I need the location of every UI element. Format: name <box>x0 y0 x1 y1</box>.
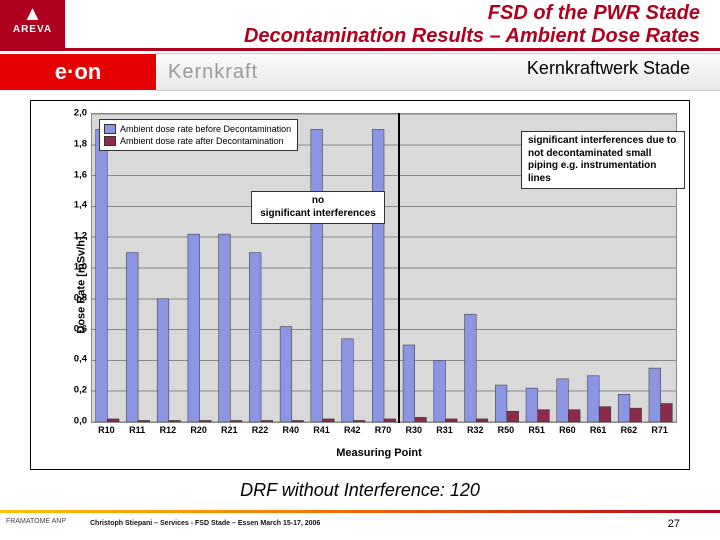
slide-title-line1: FSD of the PWR Stade <box>488 2 700 24</box>
legend-label-before: Ambient dose rate before Decontamination <box>120 123 291 135</box>
y-tick-label: 1,6 <box>74 169 87 180</box>
x-tick-label: R71 <box>651 425 668 435</box>
y-tick-label: 0,4 <box>74 354 87 365</box>
drf-caption: DRF without Interference: 120 <box>0 480 720 501</box>
x-axis-title: Measuring Point <box>89 447 669 459</box>
x-tick-label: R12 <box>160 425 177 435</box>
areva-wordmark: AREVA <box>0 24 65 35</box>
chart-legend: Ambient dose rate before Decontamination… <box>99 119 298 151</box>
x-tick-label: R30 <box>405 425 422 435</box>
x-tick-label: R21 <box>221 425 238 435</box>
legend-swatch-after <box>104 136 116 146</box>
legend-label-after: Ambient dose rate after Decontamination <box>120 135 284 147</box>
x-tick-label: R31 <box>436 425 453 435</box>
areva-logo: ▲ AREVA <box>0 0 65 48</box>
y-tick-label: 0,8 <box>74 292 87 303</box>
y-tick-label: 0,6 <box>74 323 87 334</box>
title-underline <box>0 48 720 51</box>
slide-title: FSD of the PWR Stade Decontamination Res… <box>80 2 700 48</box>
footer-page-number: 27 <box>668 518 680 530</box>
y-tick-label: 0,2 <box>74 385 87 396</box>
legend-row-after: Ambient dose rate after Decontamination <box>104 135 291 147</box>
x-tick-label: R60 <box>559 425 576 435</box>
x-tick-label: R40 <box>283 425 300 435</box>
x-tick-label: R32 <box>467 425 484 435</box>
footer-gradient-rule <box>0 510 720 513</box>
y-tick-label: 1,4 <box>74 200 87 211</box>
x-tick-label: R61 <box>590 425 607 435</box>
y-tick-label: 1,8 <box>74 138 87 149</box>
slide-root: ▲ AREVA FSD of the PWR Stade Decontamina… <box>0 0 720 540</box>
footer-mid: Christoph Stiepani – Services - FSD Stad… <box>90 520 320 527</box>
x-tick-label: R42 <box>344 425 361 435</box>
x-tick-label: R50 <box>498 425 515 435</box>
y-tick-label: 1,0 <box>74 262 87 273</box>
y-tick-label: 0,0 <box>74 416 87 427</box>
y-tick-label: 1,2 <box>74 231 87 242</box>
slide-title-line2: Decontamination Results – Ambient Dose R… <box>244 25 700 47</box>
legend-swatch-before <box>104 124 116 134</box>
annotation-interference: significant interferences due to not dec… <box>521 131 685 189</box>
x-tick-label: R41 <box>313 425 330 435</box>
x-tick-labels: R10 R11 R12 R20 R21 R22 R40 R41 R42 R70 R30 R31 R32 R… <box>91 425 677 439</box>
x-tick-label: R10 <box>98 425 115 435</box>
x-tick-label: R22 <box>252 425 269 435</box>
chart-divider-line <box>398 113 400 423</box>
x-tick-label: R70 <box>375 425 392 435</box>
footer-left: FRAMATOME ANP <box>6 518 66 525</box>
areva-triangle-icon: ▲ <box>0 4 65 24</box>
eon-logo: e·on <box>0 54 156 90</box>
dose-rate-chart: Dose Rate [mSv/h] Measuring Point 0,00,2… <box>30 100 690 470</box>
x-tick-label: R51 <box>528 425 545 435</box>
annotation-no-interference: nosignificant interferences <box>251 191 385 224</box>
y-tick-label: 2,0 <box>74 108 87 119</box>
x-tick-label: R62 <box>621 425 638 435</box>
y-tick-labels: 0,00,20,40,60,81,01,21,41,61,82,0 <box>61 113 89 423</box>
x-tick-label: R11 <box>129 425 145 435</box>
x-tick-label: R20 <box>190 425 207 435</box>
plant-name: Kernkraftwerk Stade <box>527 58 690 79</box>
legend-row-before: Ambient dose rate before Decontamination <box>104 123 291 135</box>
